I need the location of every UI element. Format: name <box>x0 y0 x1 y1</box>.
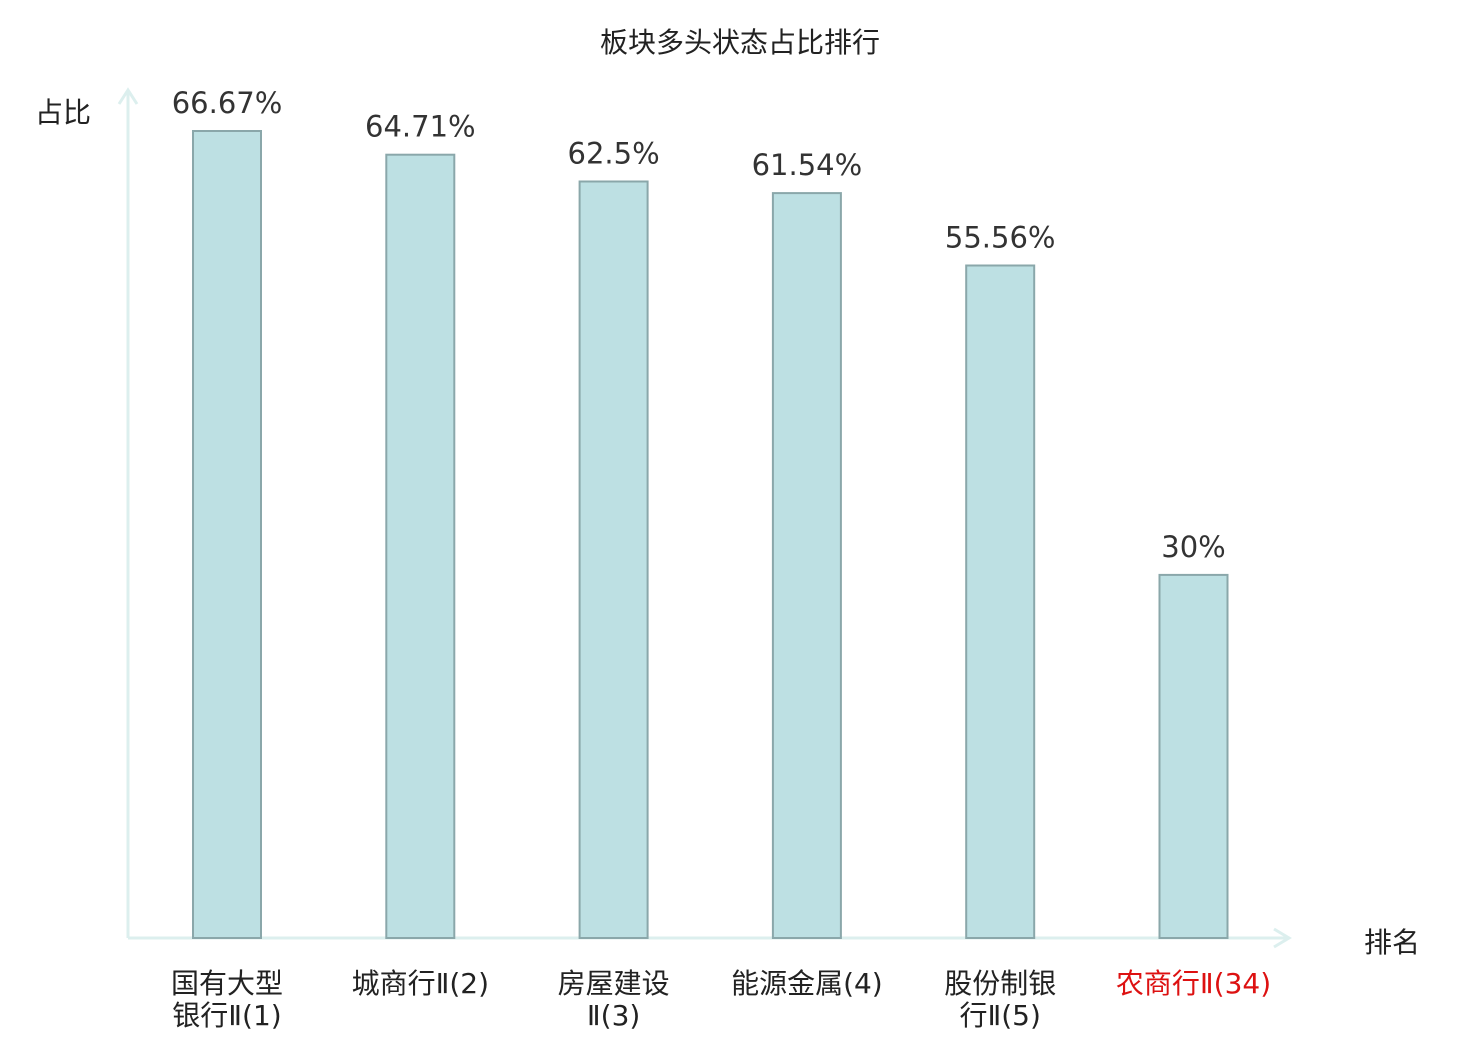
x-axis-label: 排名 <box>1364 926 1420 959</box>
bars <box>192 130 1229 940</box>
bar-6 <box>1158 573 1229 940</box>
chart-title: 板块多头状态占比排行 <box>600 26 880 59</box>
value-label-3: 62.5% <box>568 137 660 171</box>
bar-4 <box>771 192 842 940</box>
axes <box>117 87 1292 949</box>
value-label-5: 55.56% <box>945 221 1056 255</box>
y-axis-label: 占比 <box>35 96 91 129</box>
value-label-6: 30% <box>1161 530 1225 564</box>
category-label-3-line-2: Ⅱ(3) <box>587 999 640 1032</box>
y-axis-arrow <box>117 87 139 105</box>
bar-2 <box>385 153 456 939</box>
category-label-6-line-1: 农商行Ⅱ(34) <box>1116 967 1271 1000</box>
value-label-1: 66.67% <box>172 86 283 120</box>
x-axis-arrow <box>1273 927 1292 949</box>
bar-1 <box>192 130 262 939</box>
category-label-5-line-1: 股份制银 <box>944 967 1056 1000</box>
bar-5 <box>965 264 1036 939</box>
value-label-2: 64.71% <box>365 110 476 144</box>
bar-3 <box>578 180 649 939</box>
category-label-5-line-2: 行Ⅱ(5) <box>959 999 1040 1032</box>
value-labels: 66.67% 64.71% 62.5% 61.54% 55.56% 30% <box>172 86 1226 564</box>
category-label-3-line-1: 房屋建设 <box>558 967 670 1000</box>
category-label-2-line-1: 城商行Ⅱ(2) <box>352 967 489 1000</box>
category-label-1-line-2: 银行Ⅱ(1) <box>172 999 281 1032</box>
category-label-1-line-1: 国有大型 <box>171 967 283 1000</box>
category-label-4-line-1: 能源金属(4) <box>731 967 883 1000</box>
value-label-4: 61.54% <box>752 148 863 182</box>
